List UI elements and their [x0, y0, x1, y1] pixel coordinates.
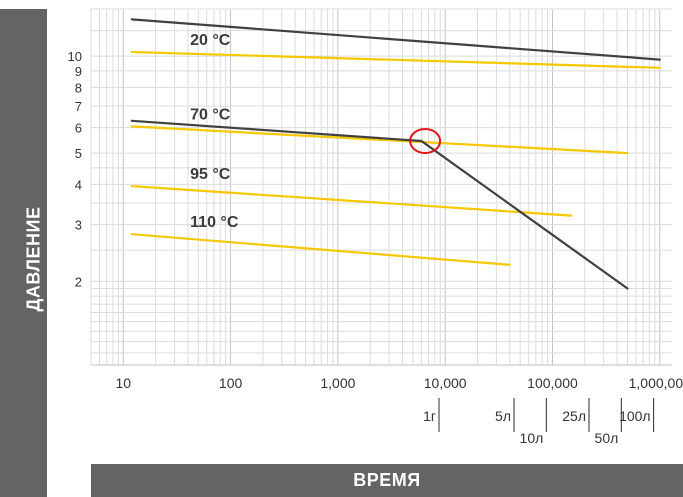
chart-annotations [409, 128, 442, 155]
highlight-circle [409, 128, 442, 155]
time-marker-label: 5л [495, 408, 511, 424]
x-tick-label: 1,000,000 [629, 375, 683, 391]
x-tick-label: 10 [116, 375, 132, 391]
time-marker-label: 25л [562, 408, 586, 424]
y-tick-label: 4 [75, 177, 82, 192]
series-label-3: 110 °C [190, 214, 239, 231]
y-tick-label: 2 [75, 274, 82, 289]
series-line-4 [130, 18, 661, 61]
y-tick-label: 6 [75, 121, 82, 136]
x-tick-label: 10,000 [424, 375, 467, 391]
series-label-0: 20 °C [190, 32, 231, 49]
series-line-2 [130, 185, 573, 217]
chart-grid [90, 8, 672, 366]
x-tick-label: 100,000 [527, 375, 578, 391]
chart-series [130, 18, 661, 290]
series-label-1: 70 °C [190, 106, 231, 123]
time-marker-label: 100л [619, 408, 651, 424]
x-axis-label: ВРЕМЯ [353, 470, 421, 490]
y-tick-label: 10 [68, 49, 82, 64]
y-axis-label-bar: ДАВЛЕНИЕ [0, 9, 47, 497]
series-line-1 [130, 125, 629, 155]
y-tick-label: 7 [75, 99, 82, 114]
x-axis-label-bar: ВРЕМЯ [91, 464, 683, 497]
y-tick-label: 8 [75, 80, 82, 95]
time-marker-label: 10л [520, 430, 544, 446]
y-tick-label: 3 [75, 218, 82, 233]
series-line-3 [130, 233, 511, 266]
chart-labels: 20 °C 70 °C 95 °C 110 °C [190, 32, 239, 231]
series-line-0 [130, 50, 661, 69]
series-label-2: 95 °C [190, 166, 231, 183]
y-tick-label: 5 [75, 146, 82, 161]
time-marker-label: 50л [595, 430, 619, 446]
x-tick-label: 1,000 [320, 375, 355, 391]
time-marker-label: 1г [423, 408, 436, 424]
y-tick-label: 9 [75, 64, 82, 79]
series-line-5 [130, 119, 629, 290]
x-tick-label: 100 [219, 375, 243, 391]
